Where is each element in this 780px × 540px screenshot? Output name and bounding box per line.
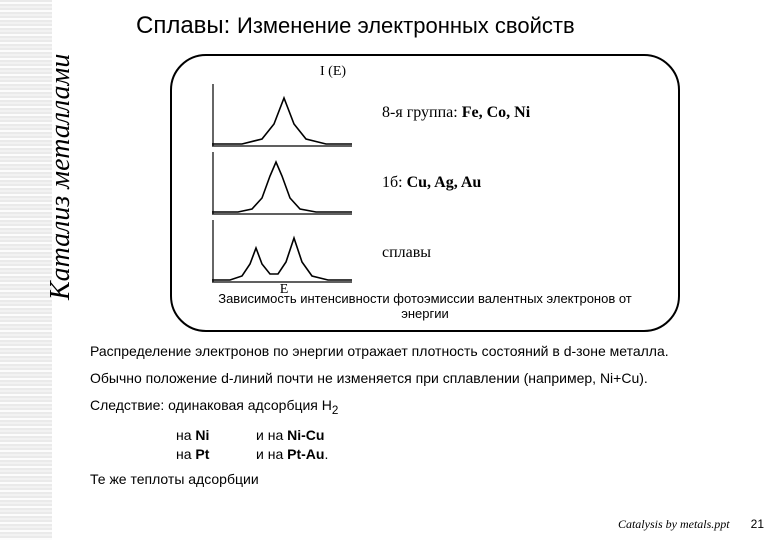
row-label-1: 8-я группа: Fe, Co, Ni [382,104,530,122]
para-2: Обычно положение d-линий почти не изменя… [90,369,760,388]
title-sub: Изменение электронных свойств [237,13,575,38]
chart-row-1 [212,84,352,148]
grid-r1c1: на Ni [176,426,256,445]
curve-2 [212,152,352,216]
row3-plain: сплавы [382,244,431,261]
curve-3 [212,220,352,284]
row2-bold: Cu, Ag, Au [407,174,482,191]
grid-r2c2: и на Pt-Au. [256,445,760,464]
chart-row-3 [212,220,352,284]
grid-r2c1: на Pt [176,445,256,464]
body-text: Распределение электронов по энергии отра… [90,342,760,489]
vertical-title: Катализ металлами [45,54,77,300]
para-4: Те же теплоты адсорбции [90,470,760,489]
row2-prefix: 1б: [382,174,407,191]
para-3: Следствие: одинаковая адсорбция H2 [90,396,760,419]
diagram-box: I (E) [170,54,680,332]
row-label-3: сплавы [382,244,431,262]
y-axis-label: I (E) [320,64,346,80]
row1-bold: Fe, Co, Ni [462,104,530,121]
para-1: Распределение электронов по энергии отра… [90,342,760,361]
footer: Catalysis by metals.ppt 21 [618,517,764,532]
p3-sub: 2 [332,404,338,417]
p3-lead: Следствие: одинаковая адсорбция H [90,397,332,413]
footer-source: Catalysis by metals.ppt [618,517,730,531]
diagram-caption: Зависимость интенсивности фотоэмиссии ва… [198,292,652,322]
row1-prefix: 8-я группа: [382,104,462,121]
curve-1 [212,84,352,148]
row-label-2: 1б: Cu, Ag, Au [382,174,481,192]
chart-stack [212,84,352,288]
footer-page: 21 [751,517,764,531]
adsorption-grid: на Ni и на Ni-Cu на Pt и на Pt-Au. [176,426,760,464]
chart-row-2 [212,152,352,216]
slide-title: Сплавы: Изменение электронных свойств [136,12,760,40]
grid-r1c2: и на Ni-Cu [256,426,760,445]
title-main: Сплавы: [136,12,230,39]
main-content: Сплавы: Изменение электронных свойств I … [90,12,760,497]
